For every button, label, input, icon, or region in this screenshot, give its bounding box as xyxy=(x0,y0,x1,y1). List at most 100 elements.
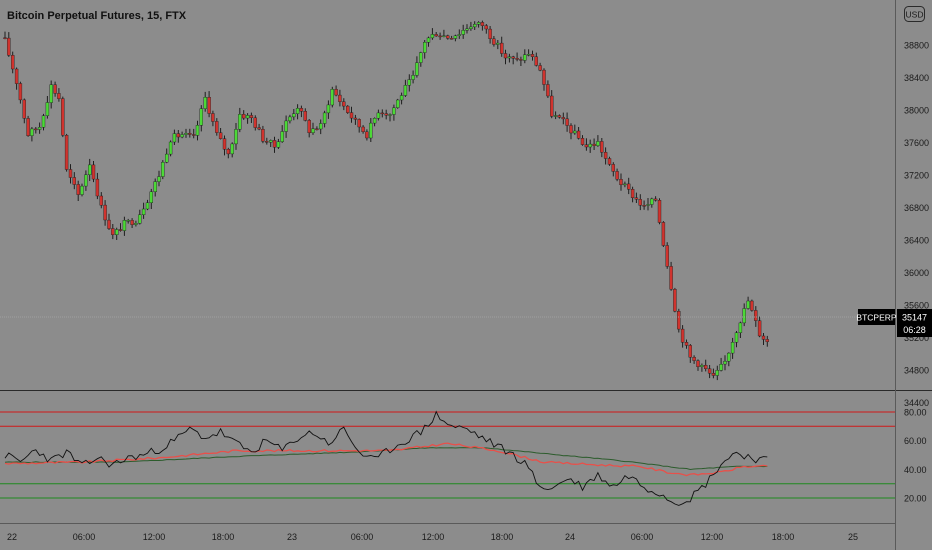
price-tick-label: 38400 xyxy=(904,73,929,83)
candle xyxy=(600,138,604,158)
indicator-axis[interactable]: 80.00 60.00 40.00 20.00 xyxy=(904,408,927,504)
candle xyxy=(473,21,477,30)
candle xyxy=(199,105,204,132)
candle xyxy=(653,196,658,202)
candle xyxy=(569,123,573,140)
candle xyxy=(207,91,211,118)
candle xyxy=(453,34,458,42)
candle xyxy=(403,79,408,97)
candle xyxy=(750,299,754,312)
candle xyxy=(503,49,508,65)
candle xyxy=(707,365,712,379)
candle xyxy=(68,164,73,184)
candle xyxy=(299,105,304,118)
candle xyxy=(742,303,746,327)
candle xyxy=(222,135,227,156)
candle xyxy=(172,129,177,145)
candle xyxy=(157,170,161,187)
candle xyxy=(292,109,296,121)
candle xyxy=(588,139,592,153)
candle xyxy=(249,112,254,123)
currency-button[interactable]: USD xyxy=(904,6,925,22)
candle xyxy=(457,29,461,39)
candle xyxy=(669,261,673,291)
candle xyxy=(372,117,377,127)
candle xyxy=(711,368,716,379)
candle xyxy=(338,89,342,107)
candle xyxy=(638,194,642,211)
candle xyxy=(380,109,384,118)
price-tick-label: 35200 xyxy=(904,333,929,343)
candle xyxy=(346,105,350,114)
time-tick-label: 06:00 xyxy=(73,532,96,542)
time-tick-label: 18:00 xyxy=(772,532,795,542)
candle xyxy=(261,125,265,144)
indicator-pane[interactable] xyxy=(0,410,895,506)
price-tick-label: 35600 xyxy=(904,301,929,311)
candle xyxy=(184,128,188,138)
candle xyxy=(311,122,315,135)
candle xyxy=(130,218,134,228)
candle xyxy=(295,104,300,120)
candle xyxy=(607,156,612,166)
candle xyxy=(761,333,766,345)
candle xyxy=(677,308,681,333)
candle xyxy=(168,140,173,157)
candle xyxy=(665,242,669,269)
time-tick-label: 06:00 xyxy=(631,532,654,542)
currency-label: USD xyxy=(906,10,924,20)
candle xyxy=(430,28,435,40)
price-tick-label: 34800 xyxy=(904,366,929,376)
time-tick-label: 06:00 xyxy=(351,532,374,542)
candle xyxy=(114,227,119,240)
candle xyxy=(723,355,727,371)
candle xyxy=(95,172,100,200)
candle xyxy=(619,173,623,191)
candle xyxy=(126,218,130,224)
candle xyxy=(3,31,7,40)
candle xyxy=(303,108,307,122)
candle xyxy=(10,51,15,74)
candle xyxy=(557,114,562,119)
candle xyxy=(561,112,565,125)
candle xyxy=(634,192,639,203)
candle xyxy=(107,213,111,230)
candle xyxy=(122,216,127,236)
price-tag-bg xyxy=(897,309,932,337)
candle xyxy=(376,109,381,121)
candle xyxy=(461,24,465,39)
candle xyxy=(754,306,758,327)
candle xyxy=(64,133,69,172)
candle xyxy=(399,92,404,105)
time-axis[interactable]: 22 06:00 12:00 18:00 23 06:00 12:00 18:00 24 06:0… xyxy=(7,532,858,542)
candle xyxy=(61,96,65,138)
candle xyxy=(26,115,30,137)
candle xyxy=(326,100,331,119)
indicator-tick-label: 20.00 xyxy=(904,494,927,504)
candle xyxy=(423,40,427,59)
price-axis[interactable]: 38800 38400 38000 37600 37200 36800 36400 36000… xyxy=(904,41,929,409)
price-tag: BTCPERP 35147 06:28 xyxy=(856,309,932,337)
candle xyxy=(469,21,473,31)
candle xyxy=(99,192,104,209)
candle xyxy=(553,111,558,120)
candle xyxy=(134,220,138,227)
candle xyxy=(538,62,542,72)
candle xyxy=(384,109,388,120)
candle xyxy=(330,86,334,108)
candle xyxy=(153,178,157,197)
candle xyxy=(280,125,284,143)
candle xyxy=(596,135,600,147)
candle xyxy=(188,128,192,138)
indicator-tick-label: 60.00 xyxy=(904,436,927,446)
candle xyxy=(746,296,750,310)
candle xyxy=(53,81,57,97)
candle xyxy=(34,127,38,134)
candle xyxy=(576,127,581,140)
price-pane[interactable] xyxy=(3,20,769,381)
candle xyxy=(584,138,589,151)
symbol-tag-bg xyxy=(858,309,895,325)
candle xyxy=(84,170,88,191)
candle xyxy=(276,138,281,149)
